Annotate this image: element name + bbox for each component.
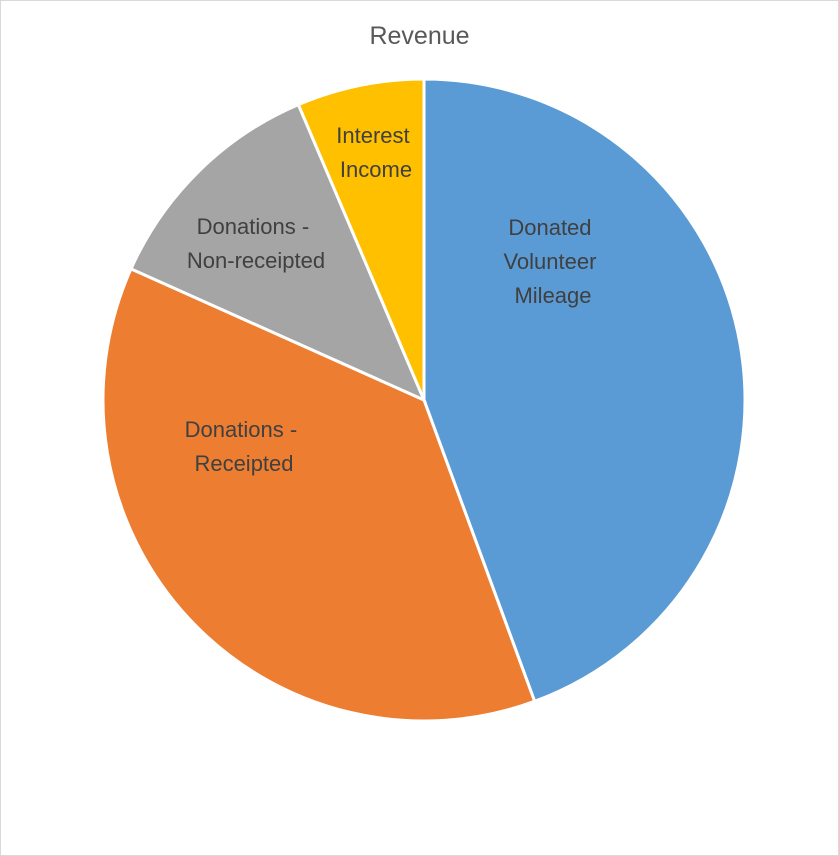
slice-label-interest-income: Interest Income — [336, 123, 416, 182]
chart-title: Revenue — [369, 22, 470, 50]
pie-slice-interest-income — [296, 77, 426, 401]
slice-label-donations-receipted: Donations - Receipted — [185, 417, 304, 476]
pie-slice-donated-volunteer-mileage — [422, 77, 747, 704]
pie-slice-donations-non-receipted — [129, 102, 427, 403]
pie-slice-donations-receipted — [101, 266, 537, 723]
slice-label-donated-volunteer-mileage: Donated Volunteer Mileage — [503, 215, 602, 308]
slice-label-donations-non-receipted: Donations - Non-receipted — [187, 214, 325, 273]
